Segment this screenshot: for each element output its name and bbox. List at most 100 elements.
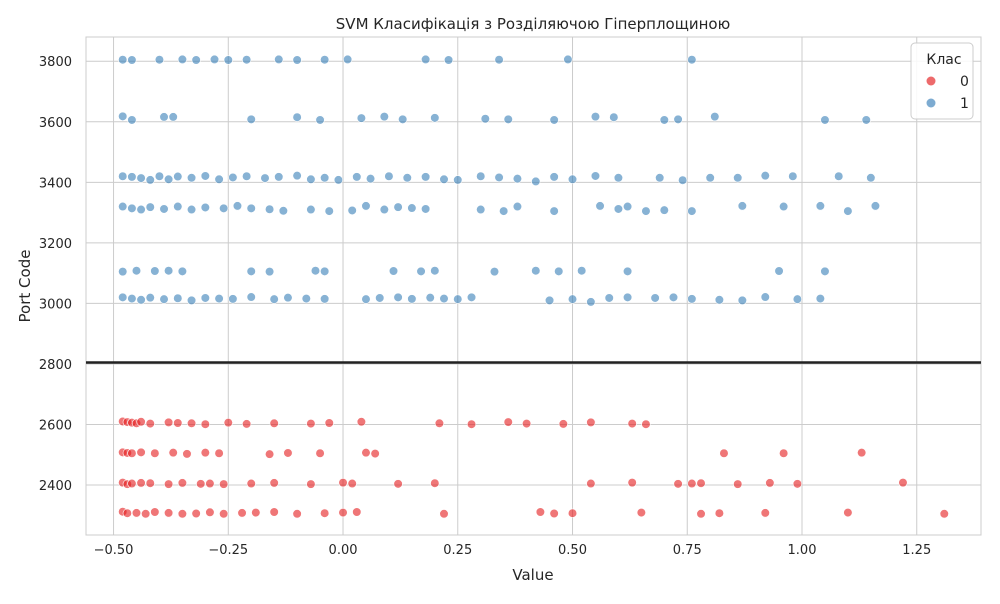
data-point-class-1 <box>834 171 844 181</box>
data-point-class-1 <box>292 171 302 181</box>
data-point-class-1 <box>292 112 302 122</box>
data-point-class-1 <box>246 203 256 213</box>
plot-area <box>85 36 982 536</box>
data-point-class-0 <box>586 417 596 427</box>
data-point-class-1 <box>320 294 330 304</box>
data-point-class-1 <box>320 173 330 183</box>
data-point-class-1 <box>379 112 389 122</box>
data-point-class-1 <box>453 175 463 185</box>
legend-marker-1 <box>926 98 936 108</box>
y-tick-label: 3800 <box>39 55 72 70</box>
data-point-class-1 <box>200 202 210 213</box>
data-point-class-1 <box>567 294 578 304</box>
data-point-class-1 <box>150 266 160 276</box>
data-point-class-1 <box>402 173 412 183</box>
data-point-class-0 <box>558 419 568 429</box>
data-point-class-0 <box>264 449 275 459</box>
data-point-class-1 <box>306 204 316 215</box>
data-point-class-0 <box>127 448 137 458</box>
data-point-class-1 <box>453 294 463 304</box>
data-point-class-1 <box>733 173 743 183</box>
data-point-class-1 <box>398 114 408 124</box>
data-point-class-0 <box>687 478 697 489</box>
data-point-class-1 <box>668 292 679 302</box>
data-point-class-1 <box>577 266 587 276</box>
y-tick-label: 3400 <box>39 176 72 191</box>
data-point-class-1 <box>274 172 284 182</box>
data-point-class-1 <box>820 266 830 276</box>
data-point-class-1 <box>177 266 187 276</box>
data-point-class-1 <box>384 171 394 181</box>
data-point-class-1 <box>159 112 169 122</box>
data-point-class-1 <box>554 266 564 276</box>
data-point-class-0 <box>733 479 743 489</box>
data-point-class-1 <box>159 204 169 214</box>
data-point-class-1 <box>705 173 715 183</box>
data-point-class-0 <box>352 507 362 517</box>
y-tick-label: 3000 <box>39 297 72 312</box>
data-point-class-0 <box>205 507 215 517</box>
data-point-class-0 <box>765 478 775 488</box>
data-point-class-1 <box>173 171 183 182</box>
data-point-class-1 <box>393 292 403 302</box>
data-point-class-1 <box>264 204 275 214</box>
data-point-class-0 <box>127 478 137 489</box>
data-point-class-1 <box>613 173 624 183</box>
data-point-class-1 <box>292 55 302 65</box>
data-point-class-0 <box>269 418 279 428</box>
data-points <box>118 54 949 519</box>
data-point-class-1 <box>421 204 431 214</box>
data-point-class-1 <box>145 293 155 303</box>
legend: Клас 0 1 <box>910 42 974 120</box>
data-point-class-0 <box>586 478 596 489</box>
data-point-class-1 <box>609 112 619 122</box>
data-point-class-0 <box>186 418 197 428</box>
data-point-class-1 <box>590 112 601 122</box>
data-point-class-0 <box>549 508 559 519</box>
data-point-class-0 <box>522 418 532 429</box>
data-point-class-1 <box>186 204 197 215</box>
data-point-class-0 <box>150 507 160 517</box>
data-point-class-0 <box>466 419 477 429</box>
data-point-class-1 <box>737 201 747 211</box>
legend-title: Клас <box>926 52 961 68</box>
data-point-class-0 <box>177 478 187 488</box>
data-point-class-1 <box>246 114 256 124</box>
data-point-class-0 <box>434 418 445 428</box>
data-point-class-0 <box>361 448 371 458</box>
data-point-class-1 <box>127 293 137 304</box>
data-point-class-1 <box>219 203 229 213</box>
data-point-class-1 <box>145 175 155 185</box>
legend-marker-0 <box>926 76 936 86</box>
data-point-class-1 <box>586 297 596 307</box>
data-point-class-1 <box>737 295 747 305</box>
data-point-class-1 <box>760 292 770 302</box>
data-point-class-1 <box>503 114 513 124</box>
data-point-class-1 <box>760 171 770 181</box>
data-point-class-1 <box>494 172 504 183</box>
data-point-class-1 <box>127 203 137 213</box>
data-point-class-0 <box>843 507 853 518</box>
data-point-class-0 <box>898 478 908 488</box>
data-point-class-1 <box>131 266 142 276</box>
data-point-class-0 <box>237 508 247 518</box>
data-point-class-1 <box>310 266 321 276</box>
data-point-class-1 <box>687 55 697 65</box>
data-point-class-1 <box>466 292 477 302</box>
data-point-class-1 <box>246 266 256 276</box>
data-point-class-1 <box>228 172 238 183</box>
data-point-class-1 <box>173 201 183 212</box>
y-tick-label: 2400 <box>39 479 72 494</box>
data-point-class-0 <box>324 418 334 428</box>
x-tick-label: 0.25 <box>443 543 472 558</box>
data-point-class-1 <box>264 267 275 277</box>
data-point-class-1 <box>164 174 174 184</box>
data-point-class-1 <box>563 54 573 65</box>
data-point-class-1 <box>200 171 210 181</box>
data-point-class-0 <box>760 508 770 518</box>
data-point-class-1 <box>439 174 449 184</box>
data-point-class-1 <box>375 293 385 303</box>
data-point-class-0 <box>430 478 440 488</box>
data-point-class-1 <box>136 204 146 215</box>
